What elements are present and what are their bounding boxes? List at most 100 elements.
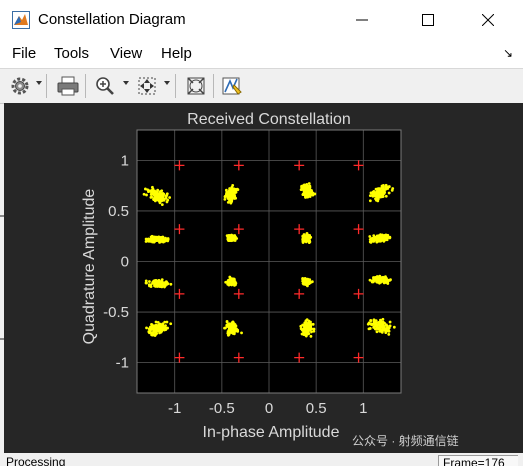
received-point <box>145 194 148 197</box>
received-point <box>227 198 230 201</box>
received-point <box>304 185 307 188</box>
received-point <box>380 237 383 240</box>
received-point <box>230 196 233 199</box>
menu-view[interactable]: View <box>110 45 142 62</box>
maximize-icon <box>422 14 434 26</box>
gear-icon[interactable] <box>9 75 31 97</box>
received-point <box>163 199 166 202</box>
menu-tools[interactable]: Tools <box>54 45 89 62</box>
x-tick-label: -1 <box>168 400 181 417</box>
received-point <box>310 327 313 330</box>
chart-title: Received Constellation <box>187 111 351 128</box>
received-point <box>376 188 379 191</box>
received-point <box>375 319 378 322</box>
figure-panel: -1 -0.5 0 0.5 1 -1 -0.5 0 0.5 1 Received Constella… <box>4 103 523 453</box>
received-point <box>169 283 172 286</box>
autoscale-icon[interactable] <box>185 75 207 97</box>
received-point <box>160 285 163 288</box>
minimize-button[interactable] <box>339 0 385 40</box>
received-point <box>145 326 148 329</box>
received-point <box>227 334 230 337</box>
received-point <box>240 332 243 335</box>
received-point <box>154 328 157 331</box>
matlab-icon <box>12 11 30 29</box>
title-bar: Constellation Diagram <box>0 0 523 40</box>
x-axis-label: In-phase Amplitude <box>203 424 340 441</box>
received-point <box>159 190 162 193</box>
received-point <box>150 193 153 196</box>
received-point <box>169 322 172 325</box>
received-point <box>155 238 158 241</box>
received-point <box>384 275 387 278</box>
status-bar: Processing Frame=176 <box>0 453 523 466</box>
menu-file[interactable]: File <box>12 45 36 62</box>
received-point <box>308 182 311 185</box>
received-point <box>233 197 236 200</box>
maximize-button[interactable] <box>405 0 451 40</box>
received-point <box>369 199 372 202</box>
y-axis-label: Quadrature Amplitude <box>81 189 98 345</box>
zoom-dropdown-icon[interactable] <box>123 81 129 85</box>
received-point <box>151 239 154 242</box>
received-point <box>230 193 233 196</box>
received-point <box>307 189 310 192</box>
settings-dropdown-icon[interactable] <box>36 81 42 85</box>
received-point <box>305 188 308 191</box>
received-point <box>231 238 234 241</box>
received-point <box>148 280 151 283</box>
received-point <box>308 320 311 323</box>
received-point <box>380 187 383 190</box>
toolbar-separator <box>85 74 86 98</box>
received-point <box>225 189 228 192</box>
received-point <box>369 323 372 326</box>
received-point <box>165 197 168 200</box>
received-point <box>388 236 391 239</box>
received-point <box>155 191 158 194</box>
received-point <box>230 199 233 202</box>
x-tick-label: 0.5 <box>306 400 327 417</box>
print-icon[interactable] <box>56 75 80 97</box>
highlight-signal-icon[interactable] <box>221 75 243 97</box>
menu-help[interactable]: Help <box>161 45 192 62</box>
received-point <box>374 323 377 326</box>
received-point <box>149 190 152 193</box>
minimize-icon <box>356 14 368 26</box>
toolbar-separator <box>175 74 176 98</box>
close-button[interactable] <box>465 0 511 40</box>
received-point <box>231 184 234 187</box>
received-point <box>159 240 162 243</box>
constellation-chart[interactable]: -1 -0.5 0 0.5 1 -1 -0.5 0 0.5 1 Received Constella… <box>4 103 523 453</box>
zoom-in-icon[interactable] <box>94 75 116 97</box>
received-point <box>160 237 163 240</box>
background-window-edge <box>0 338 4 340</box>
pan-fit-icon[interactable] <box>136 75 158 97</box>
received-point <box>166 327 169 330</box>
y-tick-label: 1 <box>121 152 129 169</box>
received-point <box>300 327 303 330</box>
received-point <box>388 192 391 195</box>
received-point <box>234 280 237 283</box>
received-point <box>148 239 151 242</box>
received-point <box>385 238 388 241</box>
received-point <box>162 193 165 196</box>
dock-icon[interactable]: ↘ <box>503 46 513 60</box>
received-point <box>381 276 384 279</box>
received-point <box>145 282 148 285</box>
received-point <box>235 237 238 240</box>
fit-dropdown-icon[interactable] <box>164 81 170 85</box>
received-point <box>303 321 306 324</box>
received-point <box>380 329 383 332</box>
received-point <box>387 329 390 332</box>
y-tick-label: 0.5 <box>108 203 129 220</box>
y-tick-label: -0.5 <box>103 304 129 321</box>
frame-counter: Frame=176 <box>438 455 518 466</box>
received-point <box>307 326 310 329</box>
received-point <box>161 203 164 206</box>
received-point <box>163 239 166 242</box>
toolbar <box>0 68 523 104</box>
window-title: Constellation Diagram <box>38 11 186 28</box>
received-point <box>387 333 390 336</box>
received-point <box>309 236 312 239</box>
received-point <box>300 325 303 328</box>
received-point <box>375 238 378 241</box>
